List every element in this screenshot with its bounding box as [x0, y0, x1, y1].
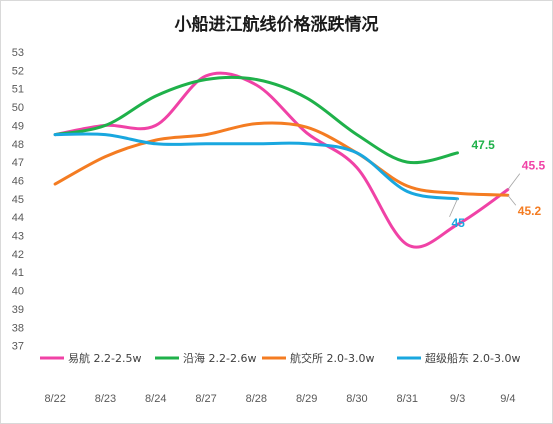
data-point-yihang	[255, 84, 258, 87]
y-tick-label: 44	[12, 212, 24, 224]
y-tick-label: 50	[12, 102, 24, 114]
data-point-yihang	[154, 124, 157, 127]
data-point-hangjiaosuo	[305, 126, 308, 129]
y-tick-label: 53	[12, 47, 24, 59]
data-point-yihang	[205, 74, 208, 77]
legend-label-chaojichuandong: 超级船东 2.0-3.0w	[425, 351, 520, 365]
y-tick-label: 40	[12, 286, 24, 298]
data-point-yihang	[305, 131, 308, 134]
x-tick-label: 8/24	[145, 393, 166, 405]
data-point-yanhai	[154, 95, 157, 98]
data-point-yanhai	[456, 151, 459, 154]
y-tick-label: 48	[12, 139, 24, 151]
legend: 易航 2.2-2.5w 沿海 2.2-2.6w 航交所 2.0-3.0w 超级船东 2…	[40, 351, 520, 365]
y-tick-label: 45	[12, 194, 24, 206]
series-line-hangjiaosuo	[53, 121, 510, 197]
x-axis: 8/22 8/23 8/24 8/27 8/28 8/29 8/30 8/31 9/3 9/4	[44, 393, 515, 405]
x-tick-label: 8/31	[397, 393, 418, 405]
data-point-chaojichuandong	[355, 151, 358, 154]
data-point-yanhai	[406, 161, 409, 164]
data-label-layer: 45.5 47.5 45.2 45	[449, 138, 546, 230]
data-point-hangjiaosuo	[456, 192, 459, 195]
x-tick-label: 8/22	[44, 393, 65, 405]
y-tick-label: 52	[12, 65, 24, 77]
data-label-hangjiaosuo: 45.2	[518, 204, 542, 218]
y-tick-label: 41	[12, 267, 24, 279]
series-line-yanhai	[53, 75, 459, 165]
data-point-hangjiaosuo	[255, 122, 258, 125]
data-point-yanhai	[205, 78, 208, 81]
data-point-chaojichuandong	[104, 133, 107, 136]
x-tick-label: 8/23	[95, 393, 116, 405]
chart-title: 小船进江航线价格涨跌情况	[174, 15, 379, 35]
data-label-yihang: 45.5	[522, 159, 546, 173]
data-point-chaojichuandong	[255, 142, 258, 145]
data-label-yanhai: 47.5	[472, 138, 496, 152]
data-point-hangjiaosuo	[406, 185, 409, 188]
series-layer	[53, 71, 510, 249]
y-tick-label: 49	[12, 120, 24, 132]
x-tick-label: 9/3	[450, 393, 465, 405]
data-point-yihang	[355, 166, 358, 169]
x-tick-label: 8/30	[346, 393, 367, 405]
series-line-yihang	[53, 71, 510, 249]
data-point-chaojichuandong	[305, 142, 308, 145]
data-point-chaojichuandong	[54, 133, 57, 136]
y-tick-label: 46	[12, 175, 24, 187]
y-tick-label: 39	[12, 304, 24, 316]
data-point-hangjiaosuo	[154, 139, 157, 142]
y-tick-label: 43	[12, 231, 24, 243]
y-tick-label: 47	[12, 157, 24, 169]
data-label-leader	[449, 198, 458, 217]
data-point-chaojichuandong	[205, 142, 208, 145]
data-point-chaojichuandong	[406, 190, 409, 193]
x-tick-label: 8/27	[195, 393, 216, 405]
data-point-yanhai	[305, 96, 308, 99]
y-tick-label: 37	[12, 341, 24, 353]
y-tick-label: 51	[12, 84, 24, 96]
y-axis: 37 38 39 40 41 42 43 44 45 46 47 48 49 50 51 52 53	[12, 47, 24, 353]
data-point-hangjiaosuo	[205, 133, 208, 136]
y-tick-label: 42	[12, 249, 24, 261]
data-point-hangjiaosuo	[54, 183, 57, 186]
data-point-chaojichuandong	[154, 142, 157, 145]
data-label-leader	[507, 194, 517, 206]
data-point-hangjiaosuo	[104, 155, 107, 158]
data-label-leader	[507, 173, 521, 190]
series-line-chaojichuandong	[53, 132, 459, 201]
x-tick-label: 8/28	[246, 393, 267, 405]
legend-label-yanhai: 沿海 2.2-2.6w	[183, 351, 256, 365]
x-tick-label: 9/4	[500, 393, 515, 405]
y-tick-label: 38	[12, 322, 24, 334]
data-label-chaojichuandong: 45	[452, 216, 466, 230]
legend-label-hangjiaosuo: 航交所 2.0-3.0w	[290, 351, 374, 365]
data-point-yanhai	[355, 133, 358, 136]
data-point-yihang	[406, 243, 409, 246]
data-point-yanhai	[255, 78, 258, 81]
legend-label-yihang: 易航 2.2-2.5w	[68, 351, 141, 365]
data-point-yanhai	[104, 124, 107, 127]
x-tick-label: 8/29	[296, 393, 317, 405]
